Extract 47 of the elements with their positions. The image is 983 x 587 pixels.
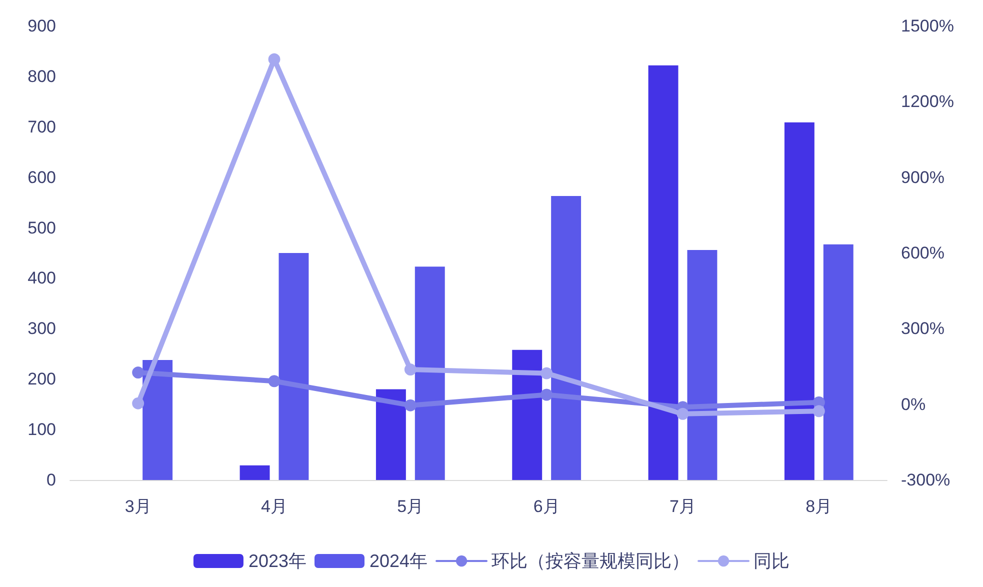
legend-label: 2024年 (370, 551, 428, 571)
bar (823, 244, 854, 480)
x-tick-label: 7月 (670, 497, 696, 516)
legend-label: 2023年 (248, 551, 307, 571)
y-tick-label: 500 (28, 218, 56, 238)
y-tick-label: 100 (28, 420, 56, 440)
point (540, 388, 553, 401)
y-tick-label: 0 (46, 470, 56, 490)
point (132, 366, 144, 379)
y-tick-label: 400 (28, 268, 56, 288)
bar (648, 65, 678, 480)
x-tick-label: 4月 (261, 497, 288, 516)
bar (142, 360, 173, 480)
y2-tick-label: -300% (901, 470, 950, 490)
bar (784, 122, 814, 480)
legend-label: 环比（按容量规模同比） (492, 551, 690, 571)
bar (278, 253, 309, 480)
y2-tick-label: 0% (901, 394, 926, 414)
point (404, 364, 416, 376)
y-tick-label: 300 (28, 319, 56, 338)
point (268, 375, 280, 388)
point (812, 405, 825, 418)
point (540, 367, 553, 380)
point (676, 408, 689, 420)
bar (687, 250, 718, 480)
x-tick-label: 8月 (806, 497, 832, 516)
x-tick-label: 5月 (397, 497, 424, 516)
y-tick-label: 900 (28, 16, 56, 36)
y2-tick-label: 1200% (901, 92, 954, 112)
bar (551, 196, 582, 480)
point (404, 399, 416, 412)
x-tick-label: 6月 (533, 497, 560, 516)
x-tick-label: 3月 (124, 497, 152, 516)
y-tick-label: 700 (28, 117, 56, 136)
bar (376, 389, 406, 480)
point (132, 397, 144, 410)
y-tick-label: 200 (28, 370, 56, 389)
bar (240, 465, 270, 480)
y2-tick-label: 300% (901, 319, 944, 338)
bar (512, 350, 542, 480)
y2-tick-label: 600% (901, 244, 944, 262)
y-tick-label: 800 (28, 66, 56, 86)
y2-tick-label: 900% (901, 168, 944, 187)
y-tick-label: 600 (28, 168, 56, 187)
legend-label: 同比 (754, 551, 790, 571)
y2-tick-label: 1500% (901, 16, 954, 36)
bar (414, 266, 445, 480)
